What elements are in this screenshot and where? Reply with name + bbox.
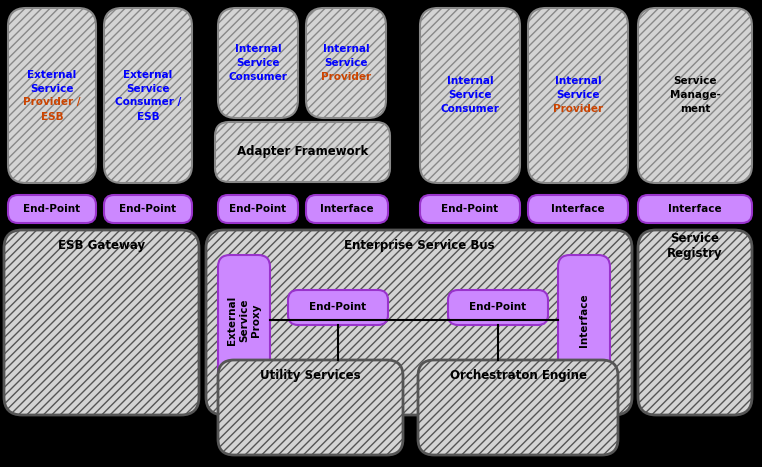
FancyBboxPatch shape — [8, 8, 96, 183]
Text: Service: Service — [325, 58, 368, 68]
Text: Interface: Interface — [551, 204, 605, 214]
Text: Manage-: Manage- — [670, 91, 720, 100]
Text: ESB: ESB — [136, 112, 159, 121]
Text: Internal: Internal — [555, 77, 601, 86]
Text: Provider: Provider — [321, 72, 371, 82]
FancyBboxPatch shape — [215, 122, 390, 182]
FancyBboxPatch shape — [558, 255, 610, 385]
Text: ment: ment — [680, 105, 710, 114]
Text: Service: Service — [30, 84, 74, 93]
FancyBboxPatch shape — [528, 195, 628, 223]
FancyBboxPatch shape — [306, 195, 388, 223]
Text: Consumer /: Consumer / — [115, 98, 181, 107]
Text: Provider: Provider — [553, 105, 603, 114]
Text: Interface: Interface — [579, 293, 589, 347]
FancyBboxPatch shape — [218, 195, 298, 223]
Text: Service: Service — [556, 91, 600, 100]
FancyBboxPatch shape — [104, 8, 192, 183]
Text: Provider /: Provider / — [24, 98, 81, 107]
Text: Consumer: Consumer — [229, 72, 287, 82]
Text: Service: Service — [236, 58, 280, 68]
Text: Utility Services: Utility Services — [260, 369, 361, 382]
Text: External: External — [123, 70, 173, 79]
Text: End-Point: End-Point — [24, 204, 81, 214]
FancyBboxPatch shape — [288, 290, 388, 325]
Text: Consumer: Consumer — [440, 105, 499, 114]
Text: External
Service
Proxy: External Service Proxy — [227, 295, 261, 345]
Text: End-Point: End-Point — [469, 303, 527, 312]
Text: Service: Service — [448, 91, 491, 100]
Text: End-Point: End-Point — [229, 204, 287, 214]
Text: Service: Service — [674, 77, 717, 86]
FancyBboxPatch shape — [306, 8, 386, 118]
Text: External: External — [27, 70, 77, 79]
FancyBboxPatch shape — [420, 8, 520, 183]
Text: Internal: Internal — [235, 44, 281, 54]
Text: Internal: Internal — [447, 77, 493, 86]
FancyBboxPatch shape — [638, 195, 752, 223]
FancyBboxPatch shape — [218, 360, 403, 455]
Text: ESB Gateway: ESB Gateway — [58, 240, 145, 253]
FancyBboxPatch shape — [4, 230, 199, 415]
Text: End-Point: End-Point — [309, 303, 367, 312]
FancyBboxPatch shape — [218, 8, 298, 118]
Text: Adapter Framework: Adapter Framework — [237, 146, 368, 158]
Text: Enterprise Service Bus: Enterprise Service Bus — [344, 240, 495, 253]
Text: ESB: ESB — [40, 112, 63, 121]
Text: Internal: Internal — [322, 44, 370, 54]
FancyBboxPatch shape — [104, 195, 192, 223]
FancyBboxPatch shape — [448, 290, 548, 325]
Text: End-Point: End-Point — [441, 204, 498, 214]
FancyBboxPatch shape — [8, 195, 96, 223]
FancyBboxPatch shape — [418, 360, 618, 455]
FancyBboxPatch shape — [218, 255, 270, 385]
FancyBboxPatch shape — [528, 8, 628, 183]
Text: End-Point: End-Point — [120, 204, 177, 214]
FancyBboxPatch shape — [420, 195, 520, 223]
FancyBboxPatch shape — [638, 230, 752, 415]
FancyBboxPatch shape — [638, 8, 752, 183]
Text: Interface: Interface — [320, 204, 374, 214]
Text: Service: Service — [126, 84, 170, 93]
Text: Service
Registry: Service Registry — [668, 232, 723, 260]
FancyBboxPatch shape — [206, 230, 632, 415]
Text: Orchestraton Engine: Orchestraton Engine — [450, 369, 587, 382]
Text: Interface: Interface — [668, 204, 722, 214]
